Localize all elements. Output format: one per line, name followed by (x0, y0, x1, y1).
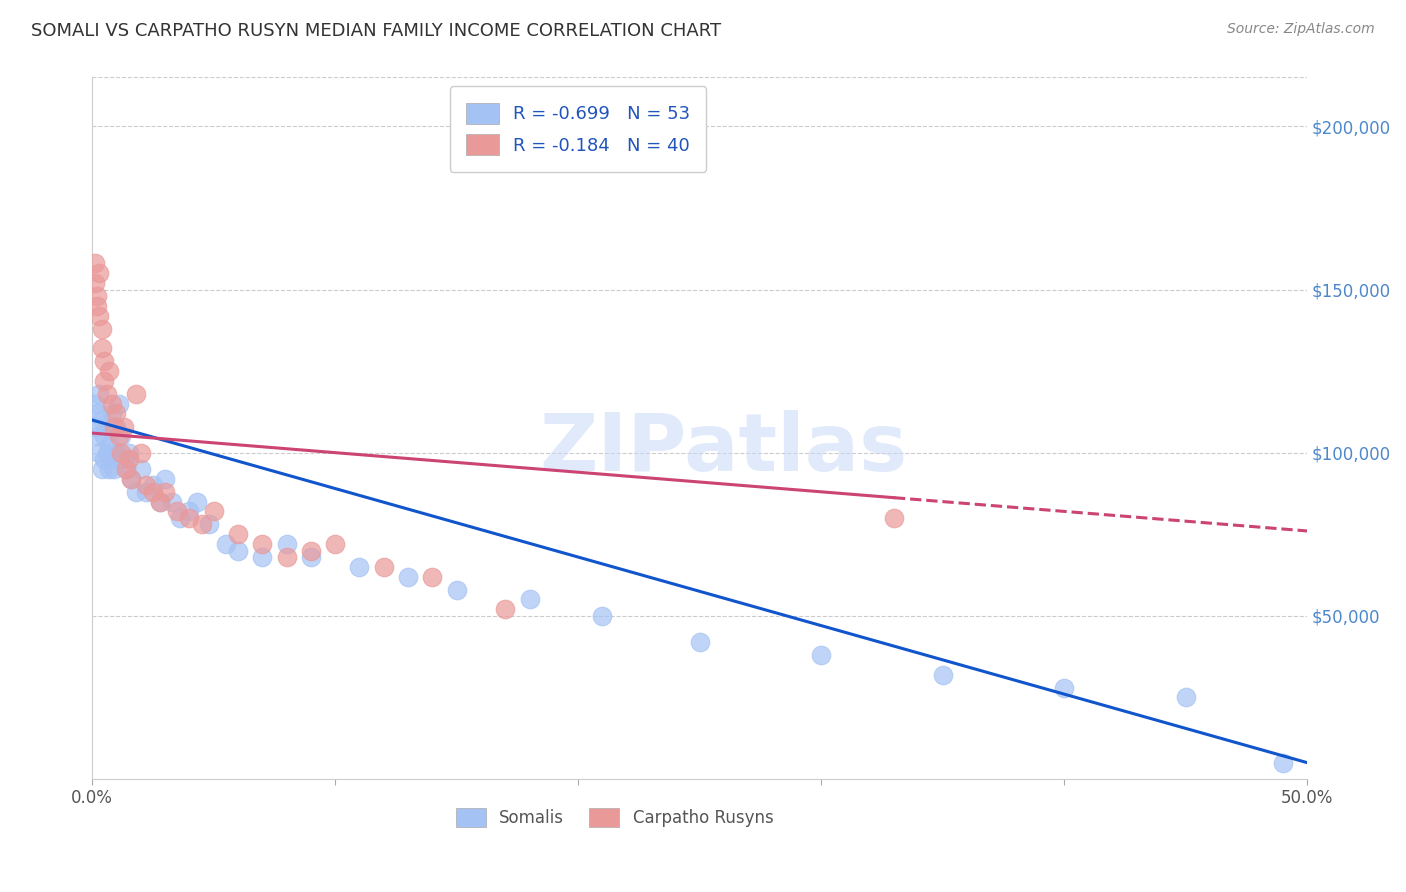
Point (135, 478, 157, 492)
Point (1053, 681, 1076, 695)
Point (105, 419, 128, 434)
Point (108, 397, 131, 411)
Point (323, 537, 346, 551)
Point (198, 517, 221, 532)
Point (100, 452, 122, 467)
Point (396, 569, 419, 583)
Point (190, 517, 212, 532)
Point (883, 511, 905, 525)
Point (299, 543, 322, 558)
Point (83, 256, 105, 270)
Point (110, 445, 132, 459)
Point (1271, 756, 1294, 770)
Point (689, 635, 711, 649)
Point (117, 452, 139, 467)
Point (446, 582, 468, 597)
Point (105, 445, 128, 459)
Point (142, 478, 165, 492)
Point (142, 484, 165, 499)
Legend: Somalis, Carpatho Rusyns: Somalis, Carpatho Rusyns (449, 801, 780, 834)
Point (117, 445, 139, 459)
Point (103, 419, 125, 434)
Point (149, 494, 172, 508)
Point (149, 494, 172, 508)
Point (373, 559, 395, 574)
Point (349, 559, 371, 574)
Point (98, 364, 121, 378)
Point (276, 550, 298, 565)
Point (810, 648, 832, 662)
Point (86, 289, 108, 303)
Point (93, 452, 115, 467)
Text: SOMALI VS CARPATHO RUSYN MEDIAN FAMILY INCOME CORRELATION CHART: SOMALI VS CARPATHO RUSYN MEDIAN FAMILY I… (31, 22, 721, 40)
Point (89, 309, 111, 323)
Point (179, 511, 201, 525)
Point (89, 387, 111, 401)
Point (103, 462, 125, 476)
Point (125, 484, 148, 499)
Point (494, 602, 516, 616)
Point (93, 429, 115, 443)
Point (153, 472, 176, 486)
Point (110, 429, 132, 443)
Point (299, 550, 322, 565)
Point (202, 504, 225, 518)
Point (103, 445, 125, 459)
Point (1174, 690, 1197, 705)
Point (105, 407, 128, 421)
Point (169, 511, 191, 525)
Point (100, 407, 122, 421)
Point (98, 462, 121, 476)
Point (112, 452, 135, 467)
Point (98, 439, 121, 453)
Point (86, 407, 108, 421)
Point (125, 387, 148, 401)
Point (129, 462, 152, 476)
Text: ZIPatlas: ZIPatlas (540, 410, 908, 488)
Point (153, 484, 176, 499)
Point (276, 537, 298, 551)
Point (86, 299, 108, 313)
Point (83, 419, 105, 434)
Point (93, 374, 115, 388)
Point (100, 397, 122, 411)
Point (179, 504, 201, 518)
Point (112, 419, 135, 434)
Point (420, 569, 443, 583)
Point (135, 484, 157, 499)
Point (90, 413, 112, 427)
Point (120, 472, 142, 486)
Point (90, 462, 112, 476)
Point (96, 445, 118, 459)
Point (83, 276, 105, 290)
Point (115, 462, 138, 476)
Point (86, 429, 108, 443)
Point (115, 462, 138, 476)
Point (96, 387, 118, 401)
Point (90, 341, 112, 355)
Point (226, 527, 249, 541)
Point (89, 266, 111, 280)
Point (89, 445, 111, 459)
Point (226, 543, 249, 558)
Point (96, 419, 118, 434)
Point (519, 592, 541, 607)
Point (83, 397, 105, 411)
Point (162, 494, 184, 508)
Point (186, 494, 208, 508)
Point (931, 667, 953, 681)
Text: Source: ZipAtlas.com: Source: ZipAtlas.com (1227, 22, 1375, 37)
Point (108, 429, 131, 443)
Point (93, 354, 115, 368)
Point (90, 321, 112, 335)
Point (252, 550, 274, 565)
Point (591, 608, 613, 623)
Point (129, 445, 152, 459)
Point (215, 537, 238, 551)
Point (252, 537, 274, 551)
Point (166, 504, 188, 518)
Point (120, 472, 142, 486)
